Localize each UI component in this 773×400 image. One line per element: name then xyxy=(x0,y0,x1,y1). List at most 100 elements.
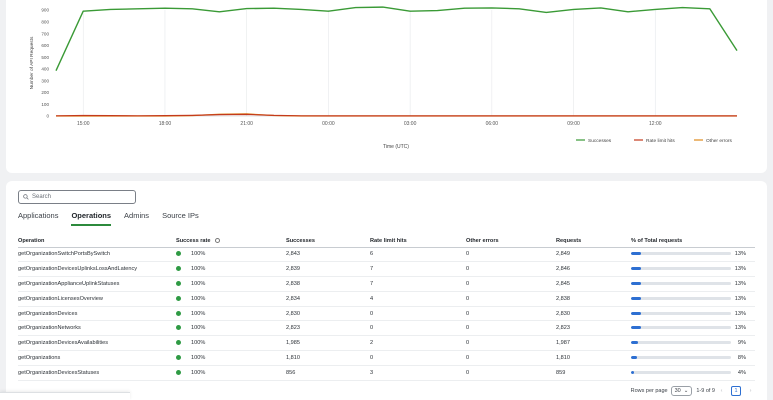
y-tick-label: 0 xyxy=(46,114,49,119)
percent-total-cell: 13% xyxy=(631,306,755,322)
success-rate-cell: 100% xyxy=(176,365,286,381)
y-tick-label: 800 xyxy=(41,19,49,24)
check-circle-icon xyxy=(176,280,181,286)
y-tick-label: 500 xyxy=(41,55,49,60)
operation-name: getOrganizationDevicesAvailabilities xyxy=(18,335,176,352)
tab-applications[interactable]: Applications xyxy=(18,211,59,220)
x-tick-label: 21:00 xyxy=(240,121,253,127)
share-percent: 9% xyxy=(737,340,746,347)
share-bar-fill xyxy=(631,355,638,359)
successes-cell: 2,838 xyxy=(286,276,370,292)
tab-operations[interactable]: Operations xyxy=(71,211,112,226)
col-successes[interactable]: Successes xyxy=(286,236,370,248)
requests-cell: 1,987 xyxy=(556,335,631,352)
percent-total-cell: 13% xyxy=(631,320,755,337)
percent-total-cell: 13% xyxy=(631,276,755,292)
table-row[interactable]: getOrganizationDevicesUplinksLossAndLate… xyxy=(18,261,755,278)
col-requests[interactable]: Requests xyxy=(556,236,631,248)
prev-page-button[interactable]: ‹ xyxy=(720,388,723,394)
success-rate-value: 100% xyxy=(191,266,206,273)
share-bar-fill xyxy=(631,370,635,374)
table-row[interactable]: getOrganizationLicensesOverview 100% 2,834… xyxy=(18,291,755,307)
x-tick-label: 18:00 xyxy=(159,121,172,127)
successes-cell: 2,834 xyxy=(286,291,370,307)
operation-name: getOrganizationApplianceUplinkStatuses xyxy=(18,276,176,292)
share-bar xyxy=(631,252,731,256)
col-rate-limit-hits[interactable]: Rate limit hits xyxy=(370,236,466,248)
successes-cell: 2,830 xyxy=(286,306,370,322)
share-percent: 13% xyxy=(734,325,746,332)
bottom-overlay-panel xyxy=(0,392,130,400)
rate-limit-cell: 0 xyxy=(370,320,466,337)
tab-source-ips[interactable]: Source IPs xyxy=(162,211,199,220)
operations-table: Operation Success rate Successes Rate li… xyxy=(18,236,755,381)
x-tick-label: 09:00 xyxy=(567,121,580,127)
rate-limit-cell: 7 xyxy=(370,261,466,278)
share-percent: 13% xyxy=(734,295,746,302)
check-circle-icon xyxy=(176,325,181,331)
check-circle-icon xyxy=(176,354,181,360)
rate-limit-cell: 0 xyxy=(370,350,466,366)
table-row[interactable]: getOrganizationSwitchPortsBySwitch 100% 2,… xyxy=(18,247,755,263)
col-other-errors[interactable]: Other errors xyxy=(466,236,556,248)
current-page-button[interactable]: 1 xyxy=(731,386,741,396)
success-rate-cell: 100% xyxy=(176,247,286,263)
series-line-0 xyxy=(55,6,738,71)
check-circle-icon xyxy=(176,310,181,316)
table-row[interactable]: getOrganizationDevicesAvailabilities 100%… xyxy=(18,335,755,352)
success-rate-value: 100% xyxy=(191,340,206,347)
next-page-button[interactable]: › xyxy=(749,388,752,394)
success-rate-cell: 100% xyxy=(176,320,286,337)
col-percent-total[interactable]: % of Total requests xyxy=(631,236,755,248)
x-tick-label: 03:00 xyxy=(404,121,417,127)
operation-name: getOrganizationNetworks xyxy=(18,320,176,337)
rows-per-page-select[interactable]: 30 ⌄ xyxy=(670,386,693,396)
percent-total-cell: 9% xyxy=(631,335,755,352)
y-tick-label: 200 xyxy=(41,90,49,95)
percent-total-cell: 8% xyxy=(631,350,755,366)
operation-name: getOrganizationDevicesStatuses xyxy=(18,365,176,381)
other-errors-cell: 0 xyxy=(466,247,556,263)
page-range: 1-9 of 9 xyxy=(696,388,715,394)
table-row[interactable]: getOrganizations 100% 1,810 0 0 1,810 8% xyxy=(18,350,755,366)
share-bar xyxy=(631,267,731,271)
success-rate-cell: 100% xyxy=(176,276,286,292)
other-errors-cell: 0 xyxy=(466,365,556,381)
legend-label: Other errors xyxy=(706,138,732,144)
table-row[interactable]: getOrganizationApplianceUplinkStatuses 10… xyxy=(18,276,755,292)
search-input[interactable]: Search xyxy=(18,190,136,204)
table-header-row: Operation Success rate Successes Rate li… xyxy=(18,236,755,248)
other-errors-cell: 0 xyxy=(466,261,556,278)
table-row[interactable]: getOrganizationDevices 100% 2,830 0 0 2,830 13… xyxy=(18,306,755,322)
percent-total-cell: 13% xyxy=(631,291,755,307)
legend-label: Rate limit hits xyxy=(646,138,675,144)
table-row[interactable]: getOrganizationDevicesStatuses 100% 856 3 0 8… xyxy=(18,365,755,381)
tab-admins[interactable]: Admins xyxy=(124,211,150,220)
share-percent: 13% xyxy=(734,266,746,273)
requests-cell: 2,849 xyxy=(556,247,631,263)
requests-cell: 2,845 xyxy=(556,276,631,292)
success-rate-value: 100% xyxy=(191,251,206,258)
chart-card: 15:00 18:00 21:00 00:00 03:00 06:00 09:00 12:00… xyxy=(6,0,767,173)
y-tick-label: 700 xyxy=(41,31,49,36)
rate-limit-cell: 2 xyxy=(370,335,466,352)
share-bar-fill xyxy=(631,296,642,300)
col-operation[interactable]: Operation xyxy=(18,236,176,248)
requests-cell: 2,823 xyxy=(556,320,631,337)
percent-total-cell: 4% xyxy=(631,365,755,381)
col-success-rate[interactable]: Success rate xyxy=(176,236,286,248)
rows-per-page-label: Rows per page xyxy=(630,388,668,394)
success-rate-value: 100% xyxy=(191,280,206,287)
success-rate-cell: 100% xyxy=(176,306,286,322)
share-percent: 13% xyxy=(734,251,746,258)
chevron-down-icon: ⌄ xyxy=(683,388,689,394)
check-circle-icon xyxy=(176,266,181,272)
y-axis-label: Number of API Requests xyxy=(29,36,35,89)
share-bar xyxy=(631,311,731,315)
table-row[interactable]: getOrganizationNetworks 100% 2,823 0 0 2,823 1… xyxy=(18,320,755,337)
info-icon[interactable] xyxy=(214,238,220,244)
check-circle-icon xyxy=(176,369,181,375)
share-bar xyxy=(631,326,731,330)
x-tick-label: 15:00 xyxy=(77,121,90,127)
y-tick-label: 600 xyxy=(41,43,49,48)
